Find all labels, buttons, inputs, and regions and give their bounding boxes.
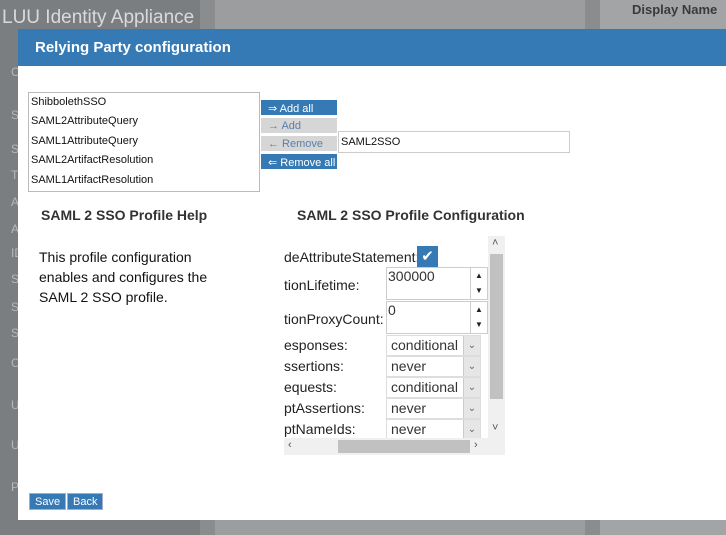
chevron-down-icon: ⌄: [463, 420, 480, 439]
background-nav-item: A: [11, 222, 20, 236]
relying-party-modal: Relying Party configuration ShibbolethSS…: [18, 29, 726, 520]
help-title: SAML 2 SSO Profile Help: [41, 207, 208, 223]
selected-profiles-list[interactable]: SAML2SSO: [338, 131, 570, 153]
modal-title: Relying Party configuration: [18, 29, 726, 66]
select-label: ssertions:: [284, 358, 344, 374]
assertion-lifetime-input[interactable]: 300000 ▲ ▼: [386, 267, 488, 300]
select-value: never: [391, 358, 427, 374]
chevron-up-icon[interactable]: ˄: [492, 237, 499, 249]
background-nav-item: S: [11, 326, 20, 340]
background-nav-item: S: [11, 142, 20, 156]
scrollbar-thumb[interactable]: [490, 254, 503, 399]
assertion-proxy-count-value: 0: [388, 302, 396, 318]
assertion-lifetime-value: 300000: [388, 268, 435, 284]
check-icon: ✔: [421, 248, 434, 265]
select-label: equests:: [284, 379, 337, 395]
remove-button[interactable]: ← Remove: [260, 135, 338, 152]
background-nav-item: S: [11, 300, 20, 314]
background-nav-item: C: [11, 356, 20, 370]
remove-all-button[interactable]: ⇐ Remove all: [260, 153, 338, 170]
chevron-right-icon[interactable]: ›: [474, 439, 478, 451]
select-value: never: [391, 400, 427, 416]
assertion-proxy-count-label: tionProxyCount:: [284, 311, 384, 327]
select-dropdown[interactable]: conditional ⌄: [386, 335, 481, 356]
background-nav-item: C: [11, 65, 20, 79]
select-value: conditional: [391, 337, 458, 353]
scrollbar-thumb[interactable]: [338, 440, 470, 453]
select-dropdown[interactable]: never ⌄: [386, 419, 481, 440]
spinner-icon[interactable]: ▲ ▼: [470, 268, 487, 299]
available-profiles-list[interactable]: ShibbolethSSO SAML2AttributeQuery SAML1A…: [28, 92, 260, 192]
background-nav-item: U: [11, 438, 20, 452]
select-value: conditional: [391, 379, 458, 395]
vertical-scrollbar[interactable]: ˄ ˅: [488, 236, 505, 455]
background-nav-item: T: [11, 168, 19, 182]
select-dropdown[interactable]: never ⌄: [386, 356, 481, 377]
assertion-proxy-count-input[interactable]: 0 ▲ ▼: [386, 301, 488, 334]
save-button[interactable]: Save: [29, 493, 67, 510]
background-nav-item: A: [11, 195, 20, 209]
config-panel: deAttributeStatement: ✔ tionLifetime: 30…: [284, 236, 505, 455]
chevron-down-icon: ⌄: [463, 399, 480, 418]
select-label: ptAssertions:: [284, 400, 365, 416]
select-value: never: [391, 421, 427, 437]
background-nav-item: P: [11, 480, 20, 494]
include-attribute-statement-checkbox[interactable]: ✔: [417, 246, 438, 267]
list-item[interactable]: SAML1AttributeQuery: [31, 134, 138, 147]
select-label: esponses:: [284, 337, 348, 353]
background-nav-item: S: [11, 272, 20, 286]
help-text: This profile configuration enables and c…: [39, 249, 208, 305]
chevron-down-icon: ⌄: [463, 357, 480, 376]
chevron-left-icon[interactable]: ‹: [288, 439, 292, 451]
list-item[interactable]: SAML2SSO: [341, 136, 401, 148]
assertion-lifetime-label: tionLifetime:: [284, 277, 360, 293]
add-button[interactable]: → Add: [260, 117, 338, 134]
background-nav-item: U: [11, 398, 20, 412]
app-title: LUU Identity Appliance: [2, 7, 195, 28]
list-item[interactable]: SAML1ArtifactResolution: [31, 173, 154, 186]
display-name-header: Display Name: [632, 2, 718, 17]
list-item[interactable]: ShibbolethSSO: [31, 96, 107, 108]
include-attribute-statement-label: deAttributeStatement:: [284, 249, 420, 265]
config-title: SAML 2 SSO Profile Configuration: [297, 207, 525, 223]
select-label: ptNameIds:: [284, 421, 356, 437]
list-item[interactable]: SAML2AttributeQuery: [31, 115, 138, 128]
back-button[interactable]: Back: [67, 493, 104, 510]
list-item[interactable]: SAML2ArtifactResolution: [31, 154, 154, 167]
background-nav-item: S: [11, 108, 20, 122]
horizontal-scrollbar[interactable]: ‹ ›: [284, 438, 488, 455]
add-all-button[interactable]: ⇒ Add all: [260, 99, 338, 116]
chevron-down-icon: ⌄: [463, 378, 480, 397]
chevron-down-icon: ⌄: [463, 336, 480, 355]
chevron-down-icon[interactable]: ˅: [492, 422, 499, 434]
spinner-icon[interactable]: ▲ ▼: [470, 302, 487, 333]
select-dropdown[interactable]: conditional ⌄: [386, 377, 481, 398]
select-dropdown[interactable]: never ⌄: [386, 398, 481, 419]
